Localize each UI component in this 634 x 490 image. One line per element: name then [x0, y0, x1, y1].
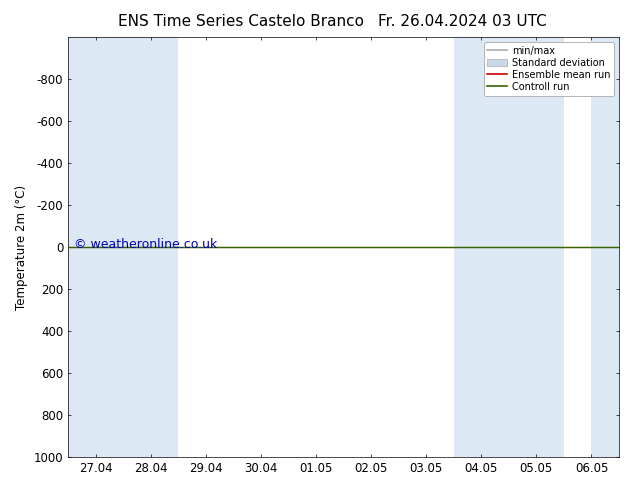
Bar — [68, 37, 178, 457]
Y-axis label: Temperature 2m (°C): Temperature 2m (°C) — [15, 185, 28, 310]
Text: ENS Time Series Castelo Branco: ENS Time Series Castelo Branco — [118, 14, 364, 29]
Bar — [592, 37, 619, 457]
Text: Fr. 26.04.2024 03 UTC: Fr. 26.04.2024 03 UTC — [378, 14, 547, 29]
Bar — [454, 37, 564, 457]
Text: © weatheronline.co.uk: © weatheronline.co.uk — [74, 239, 217, 251]
Legend: min/max, Standard deviation, Ensemble mean run, Controll run: min/max, Standard deviation, Ensemble me… — [484, 42, 614, 96]
